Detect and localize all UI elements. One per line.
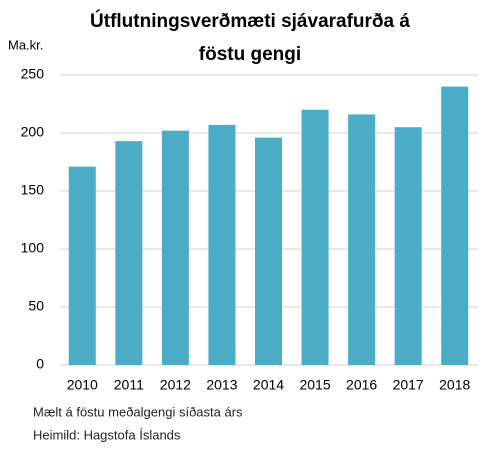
x-tick-label: 2012 (160, 377, 191, 393)
y-tick-label: 150 (21, 182, 45, 198)
chart-title: föstu gengi (199, 44, 301, 65)
bar (441, 86, 469, 365)
x-tick-label: 2015 (299, 377, 330, 393)
x-tick-label: 2016 (346, 377, 377, 393)
bar (301, 109, 329, 365)
y-tick-label: 250 (21, 66, 45, 82)
bar (394, 127, 422, 365)
bar (254, 137, 283, 365)
y-tick-label: 100 (21, 240, 45, 256)
x-tick-label: 2010 (67, 377, 98, 393)
bar (68, 166, 96, 365)
bar (208, 124, 236, 365)
x-tick-label: 2013 (206, 377, 237, 393)
x-tick-label: 2017 (393, 377, 424, 393)
x-tick-label: 2018 (439, 377, 470, 393)
bar (348, 114, 376, 365)
note: Heimild: Hagstofa Íslands (33, 427, 181, 442)
chart-title: Útflutningsverðmæti sjávarafurða á (90, 10, 410, 32)
bar (115, 141, 143, 365)
y-tick-label: 50 (28, 298, 44, 314)
y-tick-label: 200 (21, 124, 45, 140)
y-tick-label: 0 (36, 356, 44, 372)
x-tick-label: 2011 (114, 377, 144, 393)
x-tick-label: 2014 (253, 377, 284, 393)
bar (161, 130, 189, 365)
note: Mælt á föstu meðalgengi síðasta árs (33, 404, 243, 419)
y-axis-label: Ma.kr. (8, 37, 43, 52)
